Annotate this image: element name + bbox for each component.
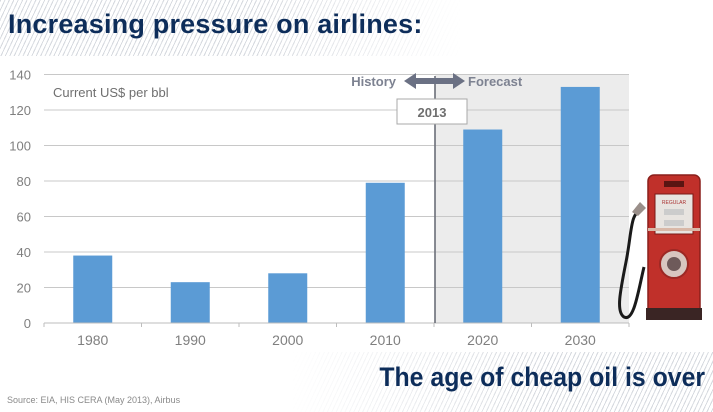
x-tick-label: 1980 (77, 332, 108, 348)
footer-hatch-decoration (293, 352, 713, 412)
slide-title: Increasing pressure on airlines: (8, 9, 423, 39)
bar-1980 (73, 255, 113, 323)
divider-year-label: 2013 (418, 105, 447, 120)
bar-2000 (268, 273, 308, 323)
y-tick-label: 20 (17, 281, 31, 296)
header-hatch-decoration (0, 0, 460, 56)
divider-year-box (396, 98, 468, 125)
bar-1990 (170, 282, 210, 323)
unit-label: Current US$ per bbl (53, 85, 169, 100)
y-tick-label: 0 (24, 316, 31, 331)
source-note: Source: EIA, HIS CERA (May 2013), Airbus (7, 395, 181, 405)
gas-pump-icon: REGULAR (618, 174, 702, 320)
y-tick-label: 140 (9, 68, 31, 83)
x-tick-label: 2000 (272, 332, 303, 348)
x-tick-label: 2010 (370, 332, 401, 348)
bar-2020 (463, 129, 503, 323)
pump-label: REGULAR (662, 200, 687, 206)
x-tick-label: 2030 (565, 332, 596, 348)
y-tick-label: 100 (9, 139, 31, 154)
x-tick-label: 2020 (467, 332, 498, 348)
y-tick-label: 40 (17, 245, 31, 260)
y-tick-label: 120 (9, 103, 31, 118)
y-tick-label: 80 (17, 174, 31, 189)
double-arrow-icon (404, 73, 465, 89)
bar-2030 (560, 86, 600, 323)
forecast-label: Forecast (468, 74, 523, 89)
x-tick-label: 1990 (175, 332, 206, 348)
slide-tagline: The age of cheap oil is over (379, 362, 705, 392)
history-label: History (351, 74, 397, 89)
y-tick-label: 60 (17, 210, 31, 225)
bar-2010 (365, 182, 405, 323)
